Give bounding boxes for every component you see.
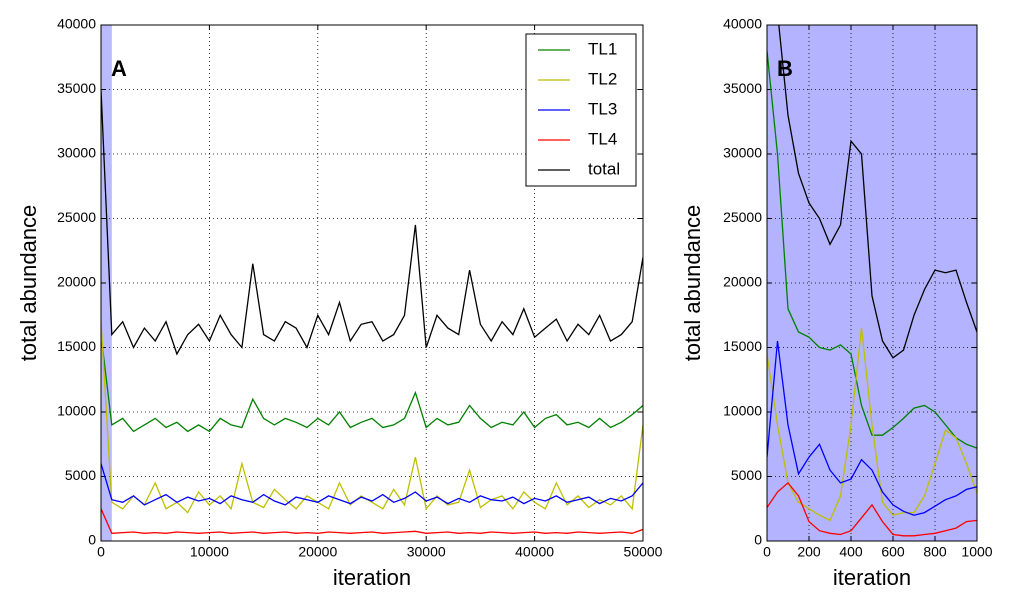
series-line [101, 321, 643, 514]
y-tick-label: 10000 [723, 403, 762, 419]
legend: TL1 TL2 TL3 TL4 total [525, 33, 637, 187]
y-axis-label: total abundance [680, 205, 705, 362]
panel-label: A [111, 56, 127, 81]
panel-label: B [777, 56, 793, 81]
y-tick-label: 20000 [723, 274, 762, 290]
y-tick-label: 25000 [723, 209, 762, 225]
x-tick-label: 20000 [298, 544, 337, 560]
series-line [778, 25, 977, 359]
legend-label: TL2 [588, 69, 617, 88]
x-tick-label: 30000 [407, 544, 446, 560]
x-tick-label: 200 [797, 544, 821, 560]
x-tick-label: 400 [839, 544, 863, 560]
x-tick-label: 800 [923, 544, 947, 560]
highlight-region [101, 25, 112, 541]
x-tick-label: 40000 [515, 544, 554, 560]
x-axis-label: iteration [333, 565, 411, 590]
y-tick-label: 25000 [57, 209, 96, 225]
y-tick-label: 0 [88, 532, 96, 548]
y-tick-label: 30000 [57, 145, 96, 161]
y-axis-label: total abundance [16, 205, 41, 362]
legend-label: total [588, 159, 620, 178]
series-line [767, 50, 977, 449]
legend-label: TL1 [588, 39, 617, 58]
y-tick-label: 35000 [723, 80, 762, 96]
x-tick-label: 10000 [190, 544, 229, 560]
series-line [767, 481, 977, 537]
x-tick-label: 1000 [961, 544, 992, 560]
y-tick-label: 40000 [57, 16, 96, 32]
y-tick-label: 0 [754, 532, 762, 548]
plot-frame [100, 24, 644, 542]
x-tick-label: 0 [763, 544, 771, 560]
y-tick-label: 5000 [731, 467, 762, 483]
y-tick-label: 5000 [65, 467, 96, 483]
y-tick-label: 40000 [723, 16, 762, 32]
x-tick-label: 50000 [624, 544, 663, 560]
series-line [101, 508, 643, 534]
plot-frame [766, 24, 978, 542]
y-tick-label: 35000 [57, 80, 96, 96]
y-tick-label: 15000 [723, 338, 762, 354]
panel: 0 5000 10000 15000 20000 25000 30000 35000 40000… [16, 16, 663, 590]
x-axis-label: iteration [833, 565, 911, 590]
y-tick-label: 30000 [723, 145, 762, 161]
y-tick-label: 15000 [57, 338, 96, 354]
series-line [101, 334, 643, 433]
x-tick-label: 600 [881, 544, 905, 560]
y-tick-label: 20000 [57, 274, 96, 290]
series-line [101, 89, 643, 356]
x-tick-label: 0 [97, 544, 105, 560]
legend-label: TL4 [588, 129, 617, 148]
series-line [767, 340, 977, 516]
legend-label: TL3 [588, 99, 617, 118]
panel: 0500010000150002000025000300003500040000… [680, 16, 993, 590]
series-line [101, 463, 643, 506]
y-tick-label: 10000 [57, 403, 96, 419]
